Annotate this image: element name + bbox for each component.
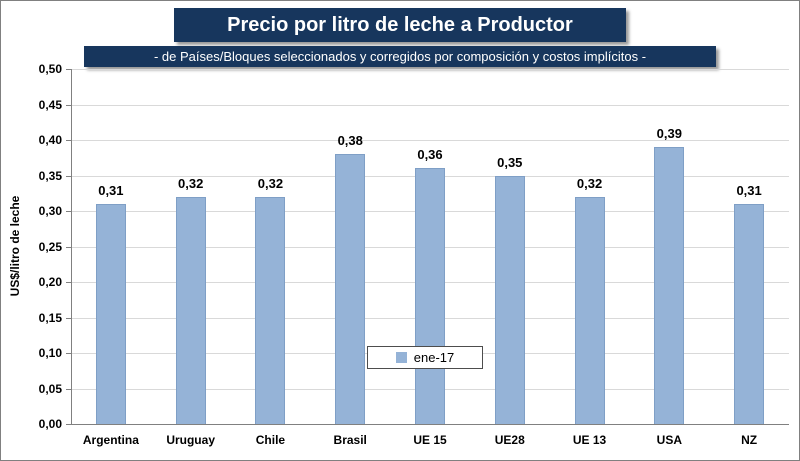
y-tick-label: 0,05: [38, 381, 62, 396]
gridline: [71, 69, 789, 70]
bar: [415, 168, 445, 424]
x-category-label: UE28: [494, 433, 525, 447]
x-category-label: USA: [656, 433, 682, 447]
x-category-label: UE 13: [572, 433, 607, 447]
legend-swatch-icon: [395, 352, 407, 363]
gridline: [71, 104, 789, 106]
y-axis-line: [71, 69, 72, 424]
bar: [255, 197, 286, 424]
bar: [175, 197, 206, 424]
y-axis-tick: [66, 353, 71, 354]
x-category-label: Brasil: [333, 433, 367, 447]
bar-value-label: 0,32: [257, 176, 284, 191]
bar-value-label: 0,31: [98, 183, 124, 198]
x-axis-line: [71, 424, 789, 425]
legend: ene-17: [367, 346, 483, 369]
y-axis-tick: [66, 175, 71, 177]
bar: [734, 204, 765, 424]
bar: [574, 197, 605, 424]
gridline: [71, 140, 789, 141]
y-tick-label: 0,20: [38, 275, 62, 289]
y-axis-tick: [66, 69, 71, 70]
y-axis-tick: [66, 424, 71, 425]
x-category-label: UE 15: [413, 433, 447, 447]
chart-title: Precio por litro de leche a Productor: [174, 8, 626, 42]
y-tick-label: 0,45: [38, 97, 62, 112]
bar-value-label: 0,31: [736, 183, 762, 198]
y-tick-label: 0,25: [38, 239, 62, 254]
bar-value-label: 0,36: [417, 147, 443, 162]
y-axis-tick: [66, 282, 71, 283]
chart-subtitle: - de Países/Bloques seleccionados y corr…: [84, 46, 716, 67]
bar-value-label: 0,32: [576, 176, 603, 191]
bar: [654, 147, 685, 424]
y-tick-label: 0,10: [38, 346, 62, 360]
y-tick-label: 0,40: [38, 133, 62, 147]
y-tick-label: 0,15: [38, 310, 62, 325]
bar: [335, 154, 366, 424]
y-axis-tick: [66, 140, 71, 141]
bar-value-label: 0,32: [178, 176, 204, 191]
bar-value-label: 0,39: [656, 126, 682, 141]
y-axis-tick: [66, 104, 71, 106]
y-tick-label: 0,50: [38, 62, 62, 76]
y-tick-label: 0,30: [38, 204, 62, 218]
bar-value-label: 0,38: [337, 133, 363, 148]
y-axis-tick: [66, 388, 71, 390]
y-axis-tick: [66, 317, 71, 319]
x-category-label: NZ: [741, 433, 758, 447]
y-tick-label: 0,00: [38, 417, 62, 431]
bar: [95, 204, 126, 424]
x-category-label: Chile: [255, 433, 286, 447]
y-tick-label: 0,35: [38, 168, 62, 183]
x-category-label: Argentina: [82, 433, 139, 447]
bar: [494, 176, 525, 424]
y-axis-tick: [66, 246, 71, 248]
legend-label: ene-17: [413, 350, 455, 365]
y-axis-tick: [66, 211, 71, 212]
bar-value-label: 0,35: [497, 155, 523, 170]
x-category-label: Uruguay: [166, 433, 215, 447]
